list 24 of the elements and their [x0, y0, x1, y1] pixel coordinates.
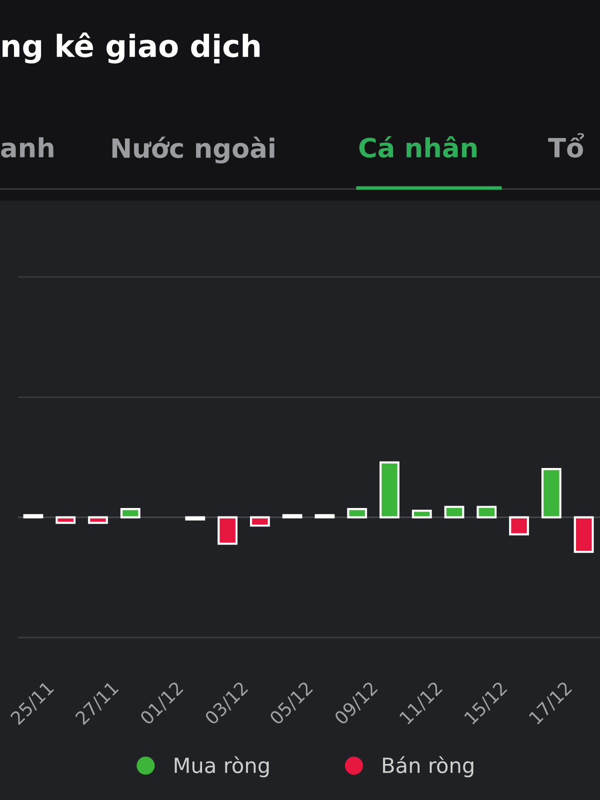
bar: [120, 508, 140, 518]
bar: [412, 510, 432, 518]
bar: [380, 461, 400, 518]
bar: [574, 516, 594, 553]
bar: [250, 516, 270, 527]
bar: [282, 514, 302, 518]
bar: [509, 516, 529, 536]
bar: [88, 516, 108, 524]
bar: [23, 514, 44, 518]
text: Cá nhân: [359, 136, 476, 158]
bar: [185, 516, 206, 521]
text: anh: [1, 137, 54, 158]
bar: [444, 506, 464, 518]
bar: [541, 468, 562, 518]
chart-title: ng kê giao dịch: [2, 32, 260, 64]
bar: [314, 514, 335, 518]
legend-label: Mua ròng: [174, 756, 269, 778]
text: Tổ: [548, 133, 584, 158]
text: Nước ngoài: [112, 136, 274, 164]
bar: [56, 516, 76, 524]
bar: [218, 516, 238, 545]
legend-label: Bán ròng: [383, 756, 474, 778]
bar: [347, 508, 368, 518]
bar: [476, 506, 497, 518]
